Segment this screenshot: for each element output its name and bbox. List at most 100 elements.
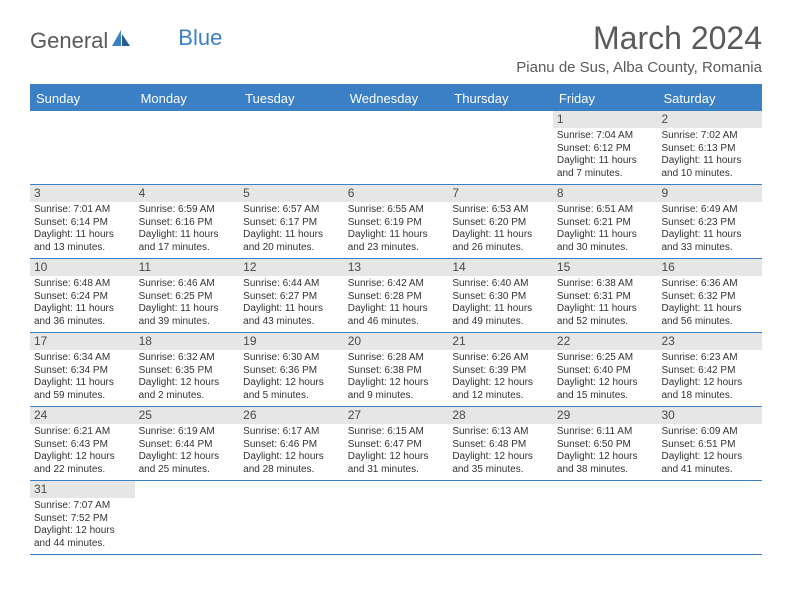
day-header-saturday: Saturday <box>657 86 762 111</box>
daylight-text: Daylight: 11 hours and 43 minutes. <box>243 303 340 328</box>
empty-cell <box>448 481 553 554</box>
day-cell: 10Sunrise: 6:48 AMSunset: 6:24 PMDayligh… <box>30 259 135 332</box>
day-number: 3 <box>30 185 135 202</box>
day-cell: 28 Sunrise: 6:13 AMSunset: 6:48 PMDayligh… <box>448 407 553 480</box>
day-cell: 12 Sunrise: 6:44 AMSunset: 6:27 PMDayligh… <box>239 259 344 332</box>
week-row: 24Sunrise: 6:21 AMSunset: 6:43 PMDayligh… <box>30 407 762 481</box>
empty-cell <box>135 481 240 554</box>
daylight-text: Daylight: 12 hours and 2 minutes. <box>139 377 236 402</box>
sunrise-text: Sunrise: 7:01 AM <box>34 204 131 217</box>
day-number: 21 <box>448 333 553 350</box>
day-number: 22 <box>553 333 658 350</box>
location-text: Pianu de Sus, Alba County, Romania <box>516 59 762 76</box>
day-number: 9 <box>657 185 762 202</box>
day-cell: 17Sunrise: 6:34 AMSunset: 6:34 PMDayligh… <box>30 333 135 406</box>
day-cell: 4Sunrise: 6:59 AMSunset: 6:16 PMDaylight… <box>135 185 240 258</box>
day-number: 28 <box>448 407 553 424</box>
sunrise-text: Sunrise: 6:11 AM <box>557 426 654 439</box>
logo: General Blue <box>30 20 222 54</box>
empty-cell <box>30 111 135 184</box>
header: General Blue March 2024 Pianu de Sus, Al… <box>30 20 762 76</box>
day-cell: 18Sunrise: 6:32 AMSunset: 6:35 PMDayligh… <box>135 333 240 406</box>
daylight-text: Daylight: 12 hours and 35 minutes. <box>452 451 549 476</box>
sunset-text: Sunset: 6:35 PM <box>139 365 236 378</box>
sunrise-text: Sunrise: 6:38 AM <box>557 278 654 291</box>
day-number: 10 <box>30 259 135 276</box>
day-number: 25 <box>135 407 240 424</box>
daylight-text: Daylight: 11 hours and 7 minutes. <box>557 155 654 180</box>
day-cell: 25Sunrise: 6:19 AMSunset: 6:44 PMDayligh… <box>135 407 240 480</box>
sunrise-text: Sunrise: 6:55 AM <box>348 204 445 217</box>
daylight-text: Daylight: 12 hours and 18 minutes. <box>661 377 758 402</box>
sunrise-text: Sunrise: 6:57 AM <box>243 204 340 217</box>
sunset-text: Sunset: 6:27 PM <box>243 291 340 304</box>
sunrise-text: Sunrise: 6:40 AM <box>452 278 549 291</box>
day-cell: 1Sunrise: 7:04 AMSunset: 6:12 PMDaylight… <box>553 111 658 184</box>
day-number: 19 <box>239 333 344 350</box>
sunrise-text: Sunrise: 6:46 AM <box>139 278 236 291</box>
day-cell: 9Sunrise: 6:49 AMSunset: 6:23 PMDaylight… <box>657 185 762 258</box>
daylight-text: Daylight: 11 hours and 26 minutes. <box>452 229 549 254</box>
daylight-text: Daylight: 11 hours and 10 minutes. <box>661 155 758 180</box>
day-cell: 31Sunrise: 7:07 AMSunset: 7:52 PMDayligh… <box>30 481 135 554</box>
sunset-text: Sunset: 6:21 PM <box>557 217 654 230</box>
day-number: 7 <box>448 185 553 202</box>
day-cell: 24Sunrise: 6:21 AMSunset: 6:43 PMDayligh… <box>30 407 135 480</box>
sunset-text: Sunset: 6:48 PM <box>452 439 549 452</box>
daylight-text: Daylight: 12 hours and 5 minutes. <box>243 377 340 402</box>
day-cell: 6Sunrise: 6:55 AMSunset: 6:19 PMDaylight… <box>344 185 449 258</box>
day-header-thursday: Thursday <box>448 86 553 111</box>
day-header-row: SundayMondayTuesdayWednesdayThursdayFrid… <box>30 86 762 111</box>
day-cell: 5Sunrise: 6:57 AMSunset: 6:17 PMDaylight… <box>239 185 344 258</box>
day-header-tuesday: Tuesday <box>239 86 344 111</box>
sunset-text: Sunset: 6:25 PM <box>139 291 236 304</box>
sunrise-text: Sunrise: 6:13 AM <box>452 426 549 439</box>
day-number: 11 <box>135 259 240 276</box>
sunset-text: Sunset: 6:12 PM <box>557 143 654 156</box>
sunset-text: Sunset: 6:13 PM <box>661 143 758 156</box>
day-number: 6 <box>344 185 449 202</box>
sunset-text: Sunset: 6:31 PM <box>557 291 654 304</box>
empty-cell <box>553 481 658 554</box>
sunset-text: Sunset: 6:23 PM <box>661 217 758 230</box>
week-row: 1Sunrise: 7:04 AMSunset: 6:12 PMDaylight… <box>30 111 762 185</box>
sunset-text: Sunset: 6:16 PM <box>139 217 236 230</box>
day-number: 8 <box>553 185 658 202</box>
daylight-text: Daylight: 11 hours and 23 minutes. <box>348 229 445 254</box>
day-number: 2 <box>657 111 762 128</box>
daylight-text: Daylight: 12 hours and 9 minutes. <box>348 377 445 402</box>
sunrise-text: Sunrise: 6:26 AM <box>452 352 549 365</box>
sunrise-text: Sunrise: 6:32 AM <box>139 352 236 365</box>
daylight-text: Daylight: 12 hours and 12 minutes. <box>452 377 549 402</box>
day-number: 1 <box>553 111 658 128</box>
day-cell: 15Sunrise: 6:38 AMSunset: 6:31 PMDayligh… <box>553 259 658 332</box>
week-row: 10Sunrise: 6:48 AMSunset: 6:24 PMDayligh… <box>30 259 762 333</box>
daylight-text: Daylight: 11 hours and 39 minutes. <box>139 303 236 328</box>
sunrise-text: Sunrise: 6:51 AM <box>557 204 654 217</box>
sunrise-text: Sunrise: 6:44 AM <box>243 278 340 291</box>
sunrise-text: Sunrise: 6:09 AM <box>661 426 758 439</box>
logo-text-2: Blue <box>178 25 222 51</box>
empty-cell <box>657 481 762 554</box>
sunrise-text: Sunrise: 7:02 AM <box>661 130 758 143</box>
sunrise-text: Sunrise: 6:36 AM <box>661 278 758 291</box>
daylight-text: Daylight: 12 hours and 22 minutes. <box>34 451 131 476</box>
daylight-text: Daylight: 11 hours and 59 minutes. <box>34 377 131 402</box>
logo-text-1: General <box>30 28 108 54</box>
day-cell: 27Sunrise: 6:15 AMSunset: 6:47 PMDayligh… <box>344 407 449 480</box>
daylight-text: Daylight: 12 hours and 38 minutes. <box>557 451 654 476</box>
week-row: 3Sunrise: 7:01 AMSunset: 6:14 PMDaylight… <box>30 185 762 259</box>
day-cell: 19Sunrise: 6:30 AMSunset: 6:36 PMDayligh… <box>239 333 344 406</box>
day-number: 13 <box>344 259 449 276</box>
day-number: 14 <box>448 259 553 276</box>
sunset-text: Sunset: 6:42 PM <box>661 365 758 378</box>
empty-cell <box>239 481 344 554</box>
week-row: 31Sunrise: 7:07 AMSunset: 7:52 PMDayligh… <box>30 481 762 555</box>
sunrise-text: Sunrise: 6:25 AM <box>557 352 654 365</box>
daylight-text: Daylight: 12 hours and 41 minutes. <box>661 451 758 476</box>
day-cell: 20Sunrise: 6:28 AMSunset: 6:38 PMDayligh… <box>344 333 449 406</box>
day-number: 12 <box>239 259 344 276</box>
sunset-text: Sunset: 6:47 PM <box>348 439 445 452</box>
sunset-text: Sunset: 6:51 PM <box>661 439 758 452</box>
empty-cell <box>135 111 240 184</box>
